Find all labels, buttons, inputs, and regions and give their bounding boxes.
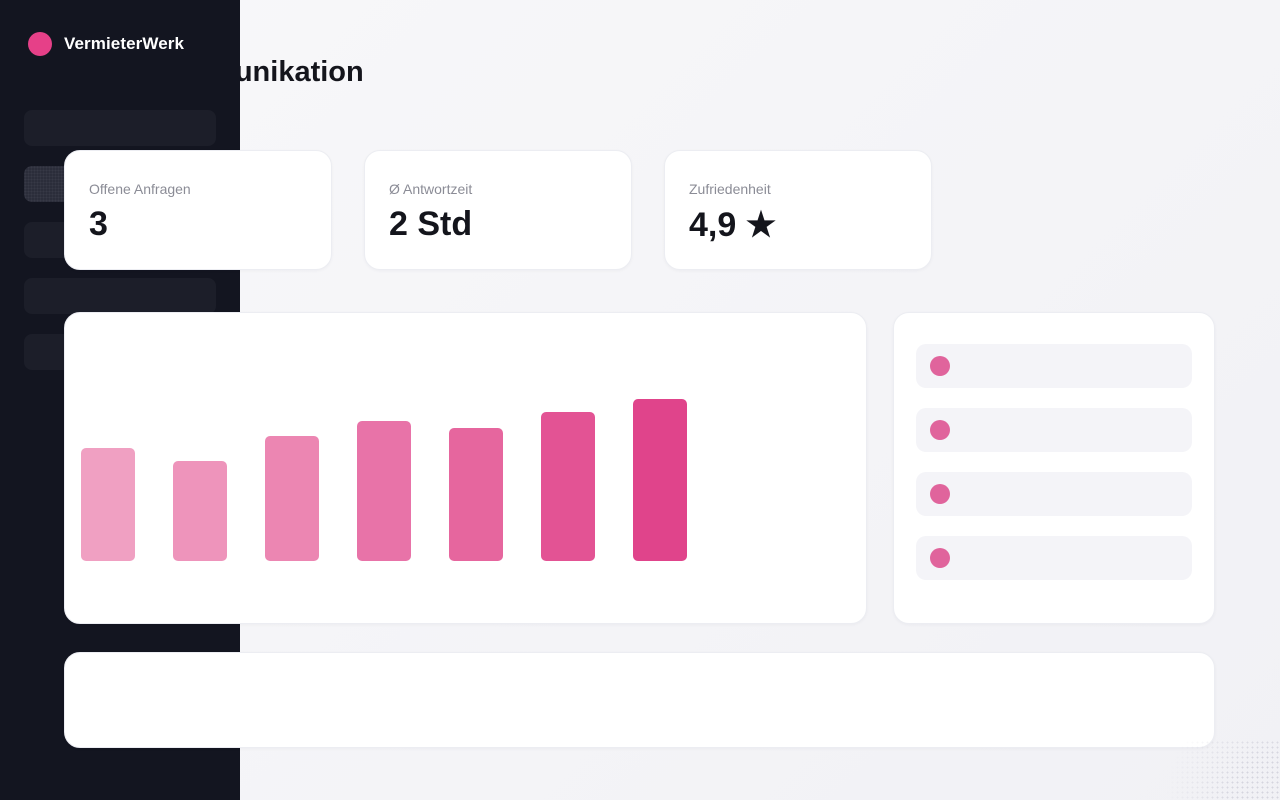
sidebar-item-4[interactable] (24, 278, 216, 314)
chart-card (64, 312, 867, 624)
stat-card-open-requests: Offene Anfragen 3 (64, 150, 332, 270)
chart-bar (633, 399, 687, 561)
chart-bar (81, 448, 135, 561)
status-dot-icon (930, 484, 950, 504)
stat-value: 3 (89, 205, 108, 243)
brand[interactable]: VermieterWerk (28, 32, 184, 56)
status-dot-icon (930, 356, 950, 376)
status-dot-icon (930, 420, 950, 440)
list-item[interactable] (916, 408, 1192, 452)
activity-list-card (893, 312, 1215, 624)
list-item[interactable] (916, 344, 1192, 388)
stat-card-satisfaction: Zufriedenheit 4,9 ★ (664, 150, 932, 270)
list-item[interactable] (916, 472, 1192, 516)
brand-name: VermieterWerk (64, 34, 185, 53)
decorative-dot-pattern (1140, 740, 1280, 800)
chart-bar (357, 421, 411, 561)
chart-bar (173, 461, 227, 561)
sidebar-item-1[interactable] (24, 110, 216, 146)
bottom-panel (64, 652, 1215, 748)
brand-logo-icon (28, 32, 52, 56)
stat-card-response-time: Ø Antwortzeit 2 Std (364, 150, 632, 270)
stat-label: Ø Antwortzeit (389, 181, 473, 197)
status-dot-icon (930, 548, 950, 568)
stat-value: 4,9 ★ (689, 206, 777, 244)
stat-label: Offene Anfragen (89, 181, 191, 197)
chart-bar (541, 412, 595, 561)
chart-bar (449, 428, 503, 561)
list-item[interactable] (916, 536, 1192, 580)
chart-bar (265, 436, 319, 561)
stat-label: Zufriedenheit (689, 181, 771, 197)
stat-value: 2 Std (389, 205, 473, 243)
